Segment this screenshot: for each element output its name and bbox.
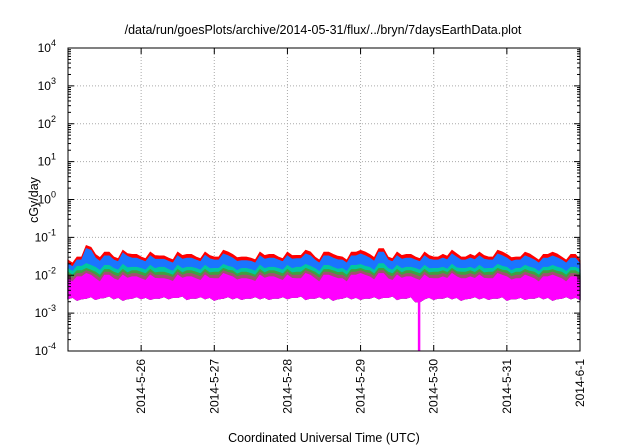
x-tick-label: 2014-5-30 [427, 359, 441, 414]
chart-title: /data/run/goesPlots/archive/2014-05-31/f… [125, 23, 522, 37]
y-tick-label: 10-4 [35, 341, 56, 358]
x-tick-label: 2014-5-27 [207, 359, 221, 414]
y-tick-label: 104 [38, 38, 56, 55]
y-tick-label: 100 [38, 190, 56, 207]
x-tick-label: 2014-6-1 [573, 359, 587, 407]
y-tick-label: 102 [38, 114, 56, 131]
y-axis: 104 103 102 101 100 10-1 10-2 10-3 10-4 [35, 38, 580, 358]
y-tick-label: 10-3 [35, 303, 56, 320]
grid [68, 48, 580, 351]
series-layer [67, 245, 581, 351]
x-tick-label: 2014-5-29 [354, 359, 368, 414]
x-tick-label: 2014-5-31 [500, 359, 514, 414]
y-tick-label: 101 [38, 152, 56, 169]
x-axis: 2014-5-26 2014-5-27 2014-5-28 2014-5-29 2014… [134, 48, 587, 414]
x-tick-label: 2014-5-26 [134, 359, 148, 414]
x-axis-label: Coordinated Universal Time (UTC) [228, 431, 420, 445]
y-tick-label: 103 [38, 76, 56, 93]
y-tick-label: 10-1 [35, 227, 56, 244]
y-axis-label: cGy/day [27, 176, 41, 223]
y-tick-label: 10-2 [35, 265, 56, 282]
x-tick-label: 2014-5-28 [280, 359, 294, 414]
